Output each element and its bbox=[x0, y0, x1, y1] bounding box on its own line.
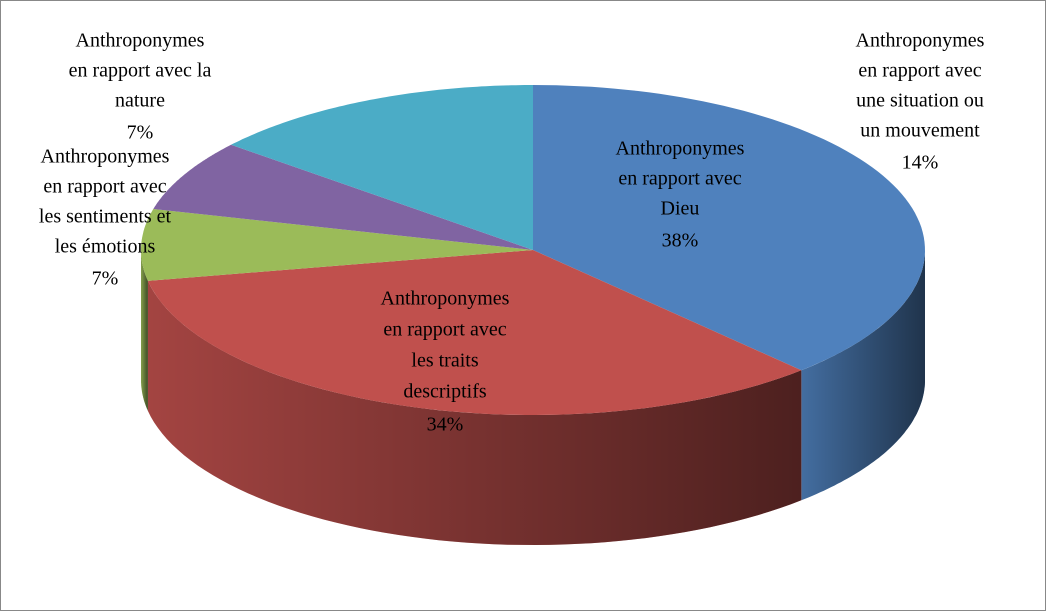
slice-label: en rapport avec bbox=[618, 168, 741, 190]
slice bbox=[231, 85, 533, 250]
slice-label: les sentiments et bbox=[39, 206, 172, 228]
slice-value-label: 34% bbox=[427, 414, 464, 436]
slice bbox=[147, 250, 802, 415]
slice-label: les traits bbox=[411, 350, 478, 372]
slice-side-shade bbox=[147, 280, 802, 545]
slice-value-label: 38% bbox=[662, 230, 699, 252]
slice-label: en rapport avec bbox=[858, 60, 981, 82]
slice-side-shade bbox=[801, 250, 925, 501]
slice-label: Dieu bbox=[661, 198, 700, 220]
slice-label: les émotions bbox=[55, 236, 156, 258]
slice bbox=[533, 85, 925, 371]
slice-value-label: 14% bbox=[902, 152, 939, 174]
slice-label: descriptifs bbox=[403, 381, 487, 403]
slice-side-shade bbox=[141, 250, 148, 411]
slice-label: une situation ou bbox=[856, 90, 984, 112]
slice-label: en rapport avec bbox=[43, 176, 166, 198]
slice bbox=[141, 209, 533, 281]
slice-label: Anthroponymes bbox=[616, 138, 745, 160]
slice bbox=[153, 144, 534, 250]
slice-value-label: 7% bbox=[92, 268, 119, 290]
slice-label: un mouvement bbox=[860, 120, 980, 142]
slice-value-label: 7% bbox=[127, 122, 154, 144]
slice-label: Anthroponymes bbox=[76, 30, 205, 52]
slice-label: en rapport avec bbox=[383, 319, 506, 341]
slice-label: Anthroponymes bbox=[41, 146, 170, 168]
slice-label: nature bbox=[115, 90, 165, 112]
slice-label: Anthroponymes bbox=[381, 288, 510, 310]
slice-label: Anthroponymes bbox=[856, 30, 985, 52]
slice-label: en rapport avec la bbox=[69, 60, 212, 82]
